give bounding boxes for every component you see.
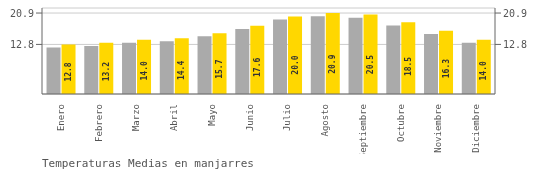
svg-text:12.8: 12.8 xyxy=(503,39,527,50)
svg-text:15.7: 15.7 xyxy=(215,59,224,78)
svg-text:Noviembre: Noviembre xyxy=(433,104,443,153)
svg-text:16.3: 16.3 xyxy=(442,59,451,78)
svg-text:Febrero: Febrero xyxy=(94,104,104,142)
svg-text:20.0: 20.0 xyxy=(291,55,300,74)
svg-text:14.0: 14.0 xyxy=(140,61,149,80)
svg-text:20.9: 20.9 xyxy=(503,8,527,19)
svg-text:Agosto: Agosto xyxy=(320,104,330,137)
svg-text:Marzo: Marzo xyxy=(131,104,141,131)
svg-text:12.8: 12.8 xyxy=(64,62,73,81)
svg-text:17.6: 17.6 xyxy=(253,58,262,77)
svg-text:Mayo: Mayo xyxy=(207,104,217,126)
svg-text:18.5: 18.5 xyxy=(404,57,413,76)
svg-text:20.5: 20.5 xyxy=(366,55,375,74)
svg-text:Abril: Abril xyxy=(169,104,179,131)
svg-text:Enero: Enero xyxy=(56,104,66,131)
svg-text:14.0: 14.0 xyxy=(479,61,488,80)
svg-text:12.8: 12.8 xyxy=(10,39,34,50)
html-text:Temperaturas Medias en manjarr: Temperaturas Medias en manjarres xyxy=(42,157,254,170)
svg-text:13.2: 13.2 xyxy=(102,62,111,81)
svg-text:20.9: 20.9 xyxy=(10,8,34,19)
svg-text:Julio: Julio xyxy=(282,104,292,131)
svg-text:14.4: 14.4 xyxy=(177,61,186,80)
svg-text:Diciembre: Diciembre xyxy=(471,104,481,153)
svg-text:Septiembre: Septiembre xyxy=(358,104,368,154)
svg-text:20.9: 20.9 xyxy=(328,54,337,73)
svg-text:Junio: Junio xyxy=(245,104,255,131)
svg-text:Octubre: Octubre xyxy=(396,104,406,142)
